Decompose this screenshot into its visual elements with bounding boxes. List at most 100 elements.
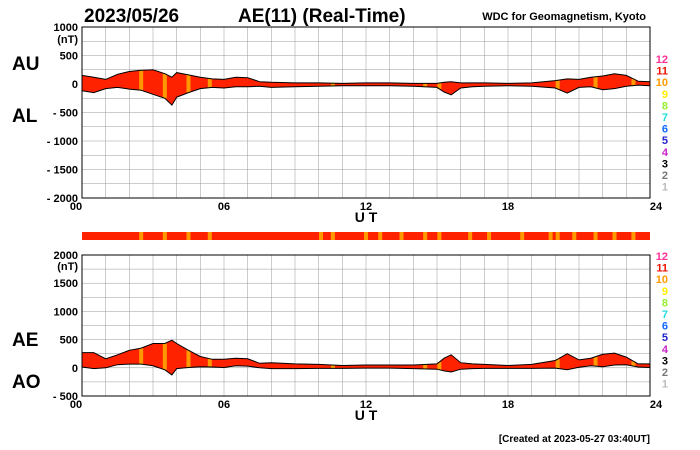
activity-strip-mark: [399, 232, 404, 240]
station-change-stripe: [593, 356, 598, 367]
legend-entry-2: 2: [662, 367, 668, 379]
side-label-al: AL: [12, 106, 38, 127]
unit-label: (nT): [57, 261, 78, 273]
y-tick-label: - 500: [53, 391, 78, 403]
x-tick-label: 24: [650, 399, 663, 411]
legend-entry-9: 9: [662, 89, 668, 101]
x-tick-label: 00: [70, 201, 82, 213]
y-tick-label: - 1000: [47, 136, 78, 148]
institution-label: WDC for Geomagnetism, Kyoto: [482, 11, 646, 23]
activity-strip-mark: [139, 232, 144, 240]
area-fill: [82, 340, 650, 375]
station-change-stripe: [423, 364, 428, 369]
series-line-ae: [82, 339, 650, 367]
legend-entry-2: 2: [662, 170, 668, 182]
activity-strip-mark: [468, 232, 473, 240]
area-fill: [82, 69, 650, 106]
activity-strip-mark: [520, 232, 525, 240]
y-tick-label: 1000: [54, 306, 78, 318]
legend-entry-3: 3: [662, 158, 668, 170]
x-tick-label: 18: [502, 201, 514, 213]
station-change-stripe: [162, 343, 167, 370]
x-tick-label: 06: [218, 399, 230, 411]
activity-strip: [82, 232, 650, 240]
legend-entry-12: 12: [656, 54, 668, 66]
legend-entry-4: 4: [662, 147, 669, 159]
legend-entry-11: 11: [656, 263, 668, 275]
activity-strip-mark: [423, 232, 428, 240]
station-change-stripe: [139, 348, 144, 365]
legend-entry-8: 8: [662, 297, 668, 309]
legend-entry-8: 8: [662, 100, 668, 112]
y-tick-label: - 2000: [47, 193, 78, 205]
legend-entry-6: 6: [662, 321, 668, 333]
station-change-stripe: [555, 359, 560, 369]
legend-entry-12: 12: [656, 251, 668, 263]
activity-strip-mark: [207, 232, 212, 240]
activity-strip-mark: [593, 232, 598, 240]
station-change-stripe: [555, 80, 560, 90]
x-axis-label: U T: [355, 209, 378, 225]
activity-strip-mark: [487, 232, 492, 240]
y-tick-label: 500: [60, 335, 78, 347]
plot-frame: [81, 26, 651, 199]
legend-entry-10: 10: [656, 77, 668, 89]
station-change-stripe: [330, 83, 335, 86]
station-change-stripe: [186, 350, 191, 368]
x-tick-label: 06: [218, 201, 230, 213]
activity-strip-mark: [186, 232, 191, 240]
station-change-stripe: [437, 83, 442, 89]
x-axis-label: U T: [355, 407, 378, 423]
x-tick-label: 00: [70, 399, 82, 411]
chart-date: 2023/05/26: [84, 6, 179, 27]
legend-entry-1: 1: [662, 182, 668, 194]
station-change-stripe: [207, 78, 212, 88]
activity-strip-mark: [378, 232, 383, 240]
legend-entry-6: 6: [662, 124, 668, 136]
created-timestamp: [Created at 2023-05-27 03:40UT]: [499, 434, 650, 445]
side-label-au: AU: [12, 54, 39, 75]
x-tick-label: 18: [502, 399, 514, 411]
activity-strip-mark: [364, 232, 368, 240]
station-change-stripe: [186, 74, 191, 93]
y-tick-label: - 1500: [47, 165, 78, 177]
station-change-stripe: [139, 70, 144, 91]
legend-entry-7: 7: [662, 309, 668, 321]
activity-strip-mark: [330, 232, 335, 240]
station-change-stripe: [330, 365, 335, 369]
unit-label: (nT): [57, 34, 78, 46]
legend-entry-4: 4: [662, 344, 669, 356]
legend-entry-9: 9: [662, 286, 668, 298]
y-tick-label: 0: [72, 363, 78, 375]
legend-entry-5: 5: [662, 135, 668, 147]
legend-entry-7: 7: [662, 112, 668, 124]
series-line-al: [81, 84, 651, 106]
y-tick-label: 0: [72, 79, 78, 91]
side-label-ao: AO: [12, 372, 41, 393]
series-line-au: [81, 69, 651, 84]
station-change-stripe: [437, 361, 442, 370]
station-change-stripe: [631, 78, 636, 86]
legend-entry-10: 10: [656, 274, 668, 286]
activity-strip-mark: [548, 232, 553, 240]
legend-entry-11: 11: [656, 66, 668, 78]
y-tick-label: - 500: [53, 108, 78, 120]
activity-strip-mark: [555, 232, 560, 240]
x-tick-label: 12: [360, 399, 372, 411]
activity-strip-mark: [162, 232, 167, 240]
activity-strip-mark: [612, 232, 617, 240]
station-change-stripe: [207, 358, 212, 367]
chart-title: AE(11) (Real-Time): [238, 6, 406, 27]
station-change-stripe: [162, 73, 167, 99]
ae-ao-panel: 2000 1500 1000 500 0 - 500 (nT) 00 06 12 18 24 U T AE…: [12, 250, 663, 423]
station-change-stripe: [593, 76, 598, 88]
activity-strip-mark: [437, 232, 442, 240]
au-al-panel: 1000 500 0 - 500 - 1000 - 1500 - 2000 (nT) 00 06 1…: [12, 22, 663, 225]
plot-frame: [81, 254, 651, 397]
y-tick-label: 1500: [54, 278, 78, 290]
station-change-stripe: [631, 361, 636, 367]
y-tick-label: 500: [60, 51, 78, 63]
